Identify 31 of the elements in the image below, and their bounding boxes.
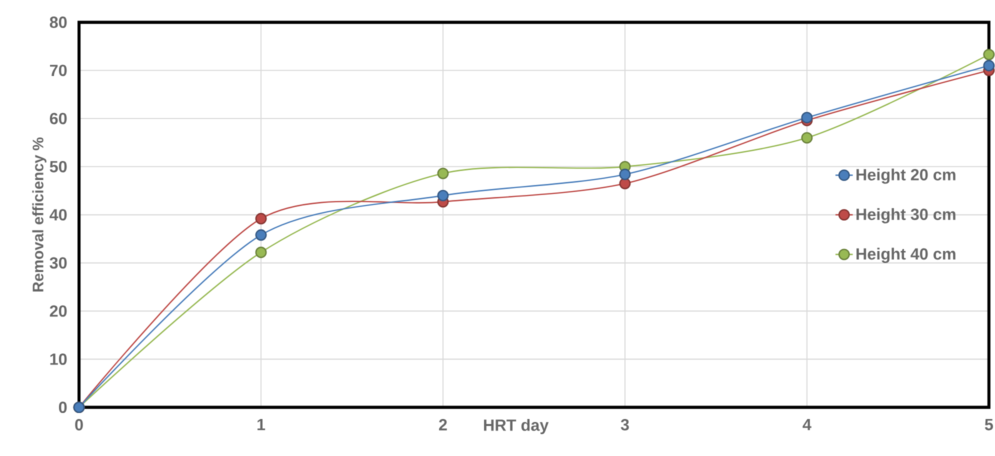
point (255, 229, 267, 241)
x-axis-title: HRT day (484, 419, 549, 434)
x-tick-label: 2 (439, 419, 447, 430)
x-tick-label: 3 (620, 419, 629, 431)
x-tick-label: 0 (75, 419, 83, 430)
y-tick-label: 30 (50, 257, 67, 269)
point (983, 48, 995, 60)
y-tick-label: 0 (58, 402, 67, 414)
point (437, 190, 449, 202)
y-tick-label: 50 (50, 160, 67, 172)
point (801, 112, 813, 124)
point (619, 168, 631, 180)
point (983, 60, 995, 72)
y-tick-label: 20 (50, 305, 67, 317)
point (801, 132, 813, 144)
y-tick-label: 10 (50, 353, 67, 365)
point (255, 212, 267, 224)
y-tick-label: 40 (50, 209, 67, 221)
point (437, 168, 449, 180)
y-tick-label: 70 (50, 64, 67, 76)
y-tick-label: 80 (50, 16, 67, 28)
point (619, 178, 631, 190)
legend-label: Height 40 cm (856, 248, 956, 263)
y-tick-label: 60 (50, 112, 67, 124)
x-tick-label: 5 (984, 419, 993, 430)
legend-label: Height 20 cm (856, 168, 956, 184)
legend-label: Height 30 cm (856, 208, 956, 224)
x-tick-label: 1 (258, 419, 266, 430)
point (255, 246, 267, 258)
x-tick-label: 4 (802, 419, 812, 430)
y-axis-title: Removal efficiency % (32, 138, 46, 292)
